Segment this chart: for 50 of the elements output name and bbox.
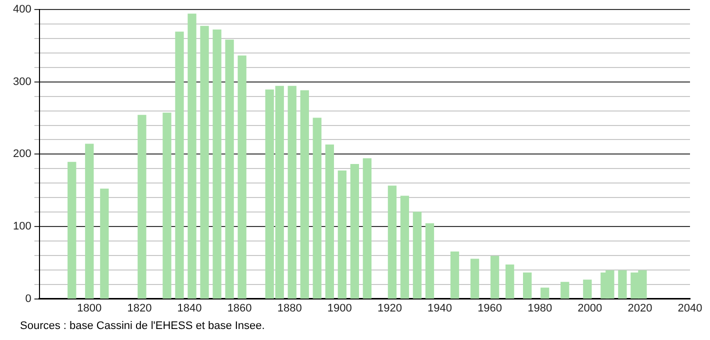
bar xyxy=(560,282,570,299)
y-tick-label: 300 xyxy=(12,76,32,88)
x-tick-label: 2020 xyxy=(628,302,652,314)
bar xyxy=(490,256,500,299)
bar xyxy=(450,251,460,299)
x-tick-label: 1800 xyxy=(77,302,102,314)
y-tick-label: 0 xyxy=(25,292,32,305)
x-tick-label: 1860 xyxy=(227,302,252,314)
source-note: Sources : base Cassini de l'EHESS et base Insee. xyxy=(20,320,265,332)
x-tick-label: 2040 xyxy=(678,302,702,314)
bar xyxy=(312,118,322,299)
bar xyxy=(138,114,146,299)
x-tick-label: 1980 xyxy=(528,302,552,314)
bar xyxy=(523,272,532,299)
bar xyxy=(85,144,94,299)
bar xyxy=(400,196,410,299)
bar xyxy=(540,288,550,299)
bar xyxy=(618,270,627,299)
bar xyxy=(470,258,480,299)
x-tick-label: 1840 xyxy=(177,302,202,314)
x-tick-label: 1820 xyxy=(127,302,152,314)
bar xyxy=(350,164,359,299)
x-tick-label: 1880 xyxy=(277,302,302,314)
bar xyxy=(288,86,296,299)
bar xyxy=(338,170,346,299)
bar xyxy=(225,40,234,299)
bar xyxy=(212,30,222,299)
bar xyxy=(68,162,76,299)
bar xyxy=(362,158,372,299)
x-tick-label: 1900 xyxy=(327,302,352,314)
y-tick-label: 100 xyxy=(12,220,32,233)
x-tick-label: 2000 xyxy=(578,302,602,314)
bar xyxy=(583,280,592,299)
bar xyxy=(175,32,184,299)
bar xyxy=(188,14,196,299)
bar xyxy=(162,112,172,299)
bar xyxy=(100,188,109,299)
bar xyxy=(238,56,246,299)
y-tick-label: 400 xyxy=(12,4,32,16)
bar xyxy=(200,26,209,299)
bar xyxy=(505,264,514,299)
bar xyxy=(425,223,434,299)
bar xyxy=(412,212,422,299)
x-tick-label: 1920 xyxy=(377,302,402,314)
x-tick-label: 1940 xyxy=(428,302,452,314)
bar xyxy=(325,144,334,299)
bar xyxy=(300,90,309,299)
y-tick-label: 200 xyxy=(12,148,32,160)
x-tick-label: 1960 xyxy=(478,302,502,314)
bar xyxy=(388,186,397,299)
